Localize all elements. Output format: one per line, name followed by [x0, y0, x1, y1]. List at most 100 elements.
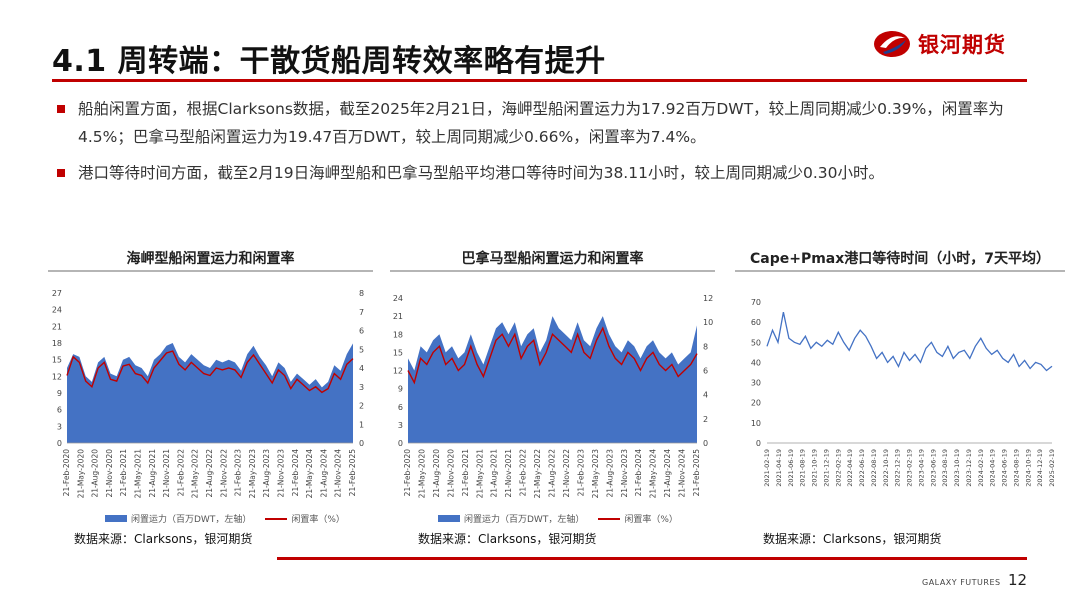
y-tick-right: 6: [703, 367, 708, 376]
title-divider: [52, 79, 1027, 82]
chart-title-capesize: 海岬型船闲置运力和闲置率: [126, 251, 295, 267]
x-tick: 21-May-2020: [76, 449, 85, 499]
x-tick: 2024-02-19: [977, 449, 985, 487]
x-tick: 21-Feb-2022: [176, 449, 185, 497]
y-tick: 40: [751, 358, 761, 367]
y-tick-right: 0: [359, 439, 364, 448]
bullet-text: 船舶闲置方面，根据Clarksons数据，截至2025年2月21日，海岬型船闲置…: [78, 100, 1004, 146]
bullet-text: 港口等待时间方面，截至2月19日海岬型船和巴拿马型船平均港口等待时间为38.11…: [78, 164, 884, 182]
idle-capacity-area: [67, 343, 353, 443]
y-tick-left: 18: [393, 330, 403, 339]
x-tick: 21-Aug-2023: [262, 449, 271, 498]
x-tick: 21-May-2023: [591, 449, 600, 499]
x-tick: 2024-12-19: [1036, 449, 1044, 487]
chart-legend: 闲置运力（百万DWT，左轴） 闲置率（%）: [438, 512, 678, 525]
x-tick: 21-May-2021: [134, 449, 143, 499]
x-tick: 2021-12-19: [822, 449, 830, 487]
x-tick: 2022-04-19: [846, 449, 854, 487]
x-tick: 2024-10-19: [1024, 449, 1032, 487]
legend-bar-swatch: [105, 515, 127, 522]
x-tick: 21-Feb-2020: [403, 449, 412, 497]
page-number: 12: [1008, 571, 1028, 589]
x-tick: 2023-02-19: [906, 449, 914, 487]
chart-legend: 闲置运力（百万DWT，左轴） 闲置率（%）: [105, 512, 345, 525]
x-tick: 2024-04-19: [989, 449, 997, 487]
chart-title-divider: [390, 270, 715, 272]
y-tick-right: 8: [703, 342, 708, 351]
x-tick: 21-Aug-2024: [663, 449, 672, 498]
x-tick: 2025-02-19: [1048, 449, 1056, 487]
x-tick: 2021-02-19: [763, 449, 771, 487]
x-tick: 21-Feb-2024: [634, 449, 643, 497]
x-tick: 21-Feb-2024: [291, 449, 300, 497]
x-tick: 2023-10-19: [953, 449, 961, 487]
x-tick: 21-Feb-2022: [519, 449, 528, 497]
x-tick: 21-Aug-2020: [91, 449, 100, 498]
bullet-item-idle-capacity: 船舶闲置方面，根据Clarksons数据，截至2025年2月21日，海岬型船闲置…: [57, 95, 1042, 151]
x-tick: 21-May-2020: [417, 449, 426, 499]
y-tick-right: 2: [359, 402, 364, 411]
chart-title-divider: [48, 270, 373, 272]
chart-source: 数据来源：Clarksons，银河期货: [74, 532, 253, 546]
y-tick-right: 6: [359, 327, 364, 336]
x-tick: 2023-04-19: [917, 449, 925, 487]
x-tick: 21-Aug-2024: [319, 449, 328, 498]
y-tick: 0: [756, 439, 761, 448]
y-tick-right: 12: [703, 294, 713, 303]
x-tick: 21-Aug-2022: [205, 449, 214, 498]
x-tick: 21-Aug-2021: [148, 449, 157, 498]
idle-capacity-area: [408, 316, 697, 443]
x-tick: 21-May-2022: [533, 449, 542, 499]
y-tick-left: 9: [57, 389, 62, 398]
legend-line-swatch: [265, 517, 288, 520]
x-tick: 21-Feb-2025: [692, 449, 701, 497]
x-tick: 2022-02-19: [834, 449, 842, 487]
x-tick: 21-Nov-2021: [162, 449, 171, 498]
chart-title-panamax: 巴拿马型船闲置运力和闲置率: [461, 251, 644, 267]
y-tick-left: 3: [398, 421, 403, 430]
y-tick-left: 3: [57, 422, 62, 431]
x-tick: 21-Feb-2021: [119, 449, 128, 497]
x-tick: 21-May-2023: [248, 449, 257, 499]
y-tick-left: 0: [398, 439, 403, 448]
y-tick: 70: [751, 298, 761, 307]
y-tick-left: 6: [57, 406, 62, 415]
x-tick: 2023-08-19: [941, 449, 949, 487]
y-tick-right: 8: [359, 289, 364, 298]
x-tick: 21-May-2024: [649, 449, 658, 499]
y-tick-left: 24: [52, 306, 62, 315]
legend-bar-swatch: [438, 515, 460, 522]
chart-source: 数据来源：Clarksons，银河期货: [418, 532, 597, 546]
y-tick-right: 2: [703, 415, 708, 424]
y-tick: 60: [751, 318, 761, 327]
legend-line-swatch: [598, 517, 621, 520]
x-tick: 21-Nov-2021: [504, 449, 513, 498]
footer-brand: GALAXY FUTURES: [922, 578, 1001, 587]
legend-line-label: 闲置率（%）: [291, 515, 345, 525]
x-tick: 2024-08-19: [1012, 449, 1020, 487]
y-tick-left: 15: [393, 348, 403, 357]
y-tick-right: 4: [359, 364, 364, 373]
x-tick: 2022-08-19: [870, 449, 878, 487]
y-tick-right: 1: [359, 420, 364, 429]
x-tick: 21-May-2022: [191, 449, 200, 499]
x-tick: 2022-06-19: [858, 449, 866, 487]
y-tick-left: 21: [393, 312, 403, 321]
x-tick: 21-Feb-2023: [576, 449, 585, 497]
x-tick: 2021-10-19: [811, 449, 819, 487]
x-tick: 21-Feb-2021: [461, 449, 470, 497]
legend-line-label: 闲置率（%）: [624, 515, 678, 525]
x-tick: 2024-06-19: [1001, 449, 1009, 487]
x-tick: 21-Nov-2024: [678, 449, 687, 498]
x-tick: 21-Feb-2025: [348, 449, 357, 497]
brand-logo: 银河期货: [872, 28, 1006, 60]
bullet-marker-icon: [57, 105, 65, 113]
y-tick: 30: [751, 379, 761, 388]
x-tick: 21-Nov-2022: [219, 449, 228, 498]
y-tick-right: 5: [359, 345, 364, 354]
x-tick: 21-Nov-2022: [562, 449, 571, 498]
y-tick-left: 24: [393, 294, 403, 303]
bullet-marker-icon: [57, 169, 65, 177]
x-tick: 21-Feb-2023: [234, 449, 243, 497]
